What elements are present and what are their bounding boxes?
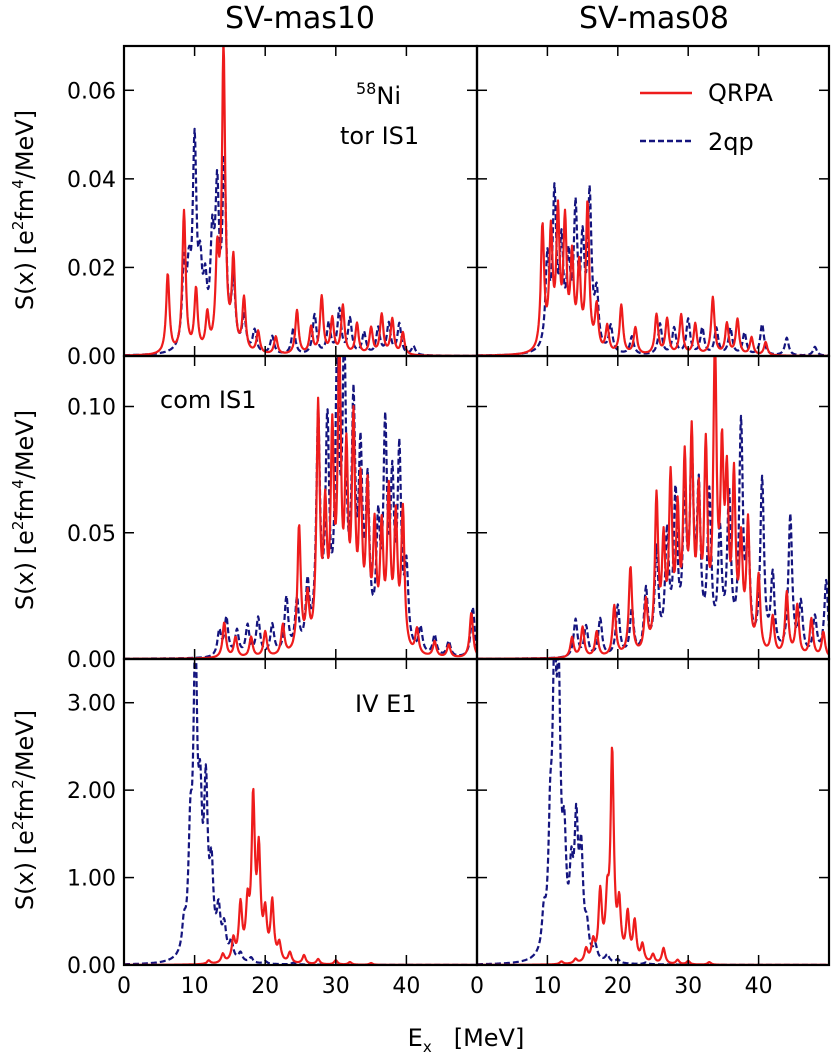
x-tick-label: 40 (745, 974, 773, 999)
series-2qp-line-2-1 (477, 659, 829, 965)
panel-0-1-curves (477, 182, 829, 356)
panel-frame-2-0 (122, 657, 479, 967)
x-tick-label: 40 (392, 974, 420, 999)
y-tick-label: 0.04 (67, 168, 116, 193)
y-tick-label: 0.05 (67, 522, 116, 547)
ylabel-row-2: S(x) [e2fm4/MeV] (9, 410, 39, 610)
series-qrpa-line-0-0 (124, 46, 477, 356)
panel-label-nucleus: 58Ni (356, 79, 401, 110)
panel-0-0-curves (124, 46, 477, 356)
x-tick-label: 0 (117, 974, 131, 999)
series-qrpa-line-2-0 (124, 787, 477, 965)
xlabel: Ex [MeV] (408, 1024, 525, 1056)
panel-frame-0-0 (122, 44, 479, 358)
series-2qp-line-0-0 (124, 127, 477, 356)
series-2qp-line-0-1 (477, 182, 829, 356)
panel-2-0-curves (124, 659, 477, 965)
column-title-sv-mas10: SV-mas10 (225, 1, 375, 36)
plot-area: 0.00 0.02 0.04 0.06 0.00 0.05 0.10 0.00 1.00 2.00… (67, 44, 831, 999)
x-tick-label: 30 (322, 974, 350, 999)
y-tick-label: 3.00 (67, 692, 116, 717)
y-tick-label: 0.00 (67, 648, 116, 673)
x-tick-label: 0 (470, 974, 484, 999)
x-tick-label: 20 (251, 974, 279, 999)
y-tick-label: 2.00 (67, 779, 116, 804)
column-title-sv-mas08: SV-mas08 (579, 1, 729, 36)
panel-frame-2-1 (475, 657, 831, 967)
y-tick-label: 0.02 (67, 256, 116, 281)
x-tick-label: 10 (181, 974, 209, 999)
x-tick-label: 20 (604, 974, 632, 999)
y-tick-label: 0.06 (67, 79, 116, 104)
x-tick-label: 30 (674, 974, 702, 999)
panel-label-iv-e1: IV E1 (355, 690, 417, 718)
ylabel-row-1: S(x) [e2fm4/MeV] (9, 110, 39, 310)
panel-1-1-curves (477, 356, 829, 659)
y-tick-label: 0.10 (67, 396, 116, 421)
y-tick-label: 0.00 (67, 345, 116, 370)
series-2qp-line-1-1 (477, 414, 829, 659)
series-qrpa-line-1-1 (477, 356, 829, 659)
legend: QRPA 2qp (640, 79, 774, 156)
y-tick-label: 0.00 (67, 954, 116, 979)
panel-label-com-is1: com IS1 (160, 386, 256, 414)
x-tick-label: 10 (533, 974, 561, 999)
y-tick-label: 1.00 (67, 867, 116, 892)
legend-2qp-label: 2qp (708, 128, 754, 156)
panel-label-tor-is1: tor IS1 (340, 122, 419, 150)
series-2qp-line-2-0 (124, 659, 477, 965)
series-qrpa-line-2-1 (477, 746, 829, 965)
legend-qrpa-label: QRPA (708, 79, 774, 107)
panel-2-1-curves (477, 659, 829, 965)
ylabel-row-3: S(x) [e2fm2/MeV] (9, 710, 39, 910)
series-qrpa-line-0-1 (477, 199, 829, 356)
